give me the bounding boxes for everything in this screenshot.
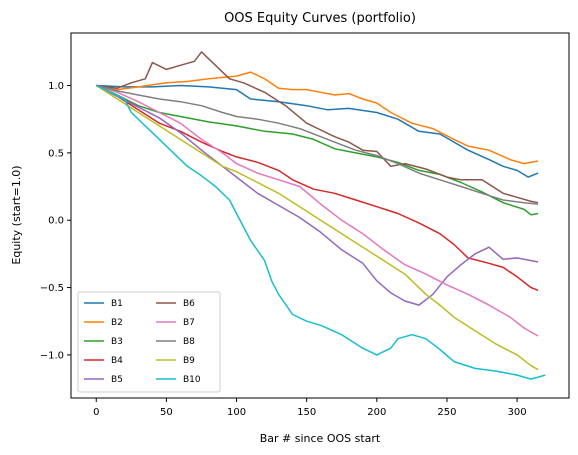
series-line-b2	[96, 71, 539, 165]
x-tick-label: 100	[227, 407, 246, 418]
legend-label-b2: B2	[111, 318, 123, 328]
series-line-b3	[95, 84, 539, 216]
legend-box	[77, 291, 221, 393]
plot-lines	[95, 51, 546, 380]
legend-label-b1: B1	[111, 299, 123, 309]
series-line-b9	[95, 84, 539, 371]
legend-label-b8: B8	[183, 337, 195, 347]
series-line-b7	[96, 84, 539, 337]
legend-label-b7: B7	[183, 318, 195, 328]
series-line-b1	[96, 84, 539, 178]
x-tick-label: 250	[437, 407, 456, 418]
x-tick-label: 50	[160, 407, 173, 418]
y-axis-label: Equity (start=1.0)	[10, 165, 23, 264]
series-line-b4	[95, 84, 539, 291]
y-tick-label: −0.5	[40, 283, 64, 294]
legend-label-b6: B6	[183, 299, 195, 309]
y-tick-label: 1.0	[48, 81, 64, 92]
legend-label-b10: B10	[183, 375, 201, 385]
series-line-b8	[96, 84, 539, 205]
y-axis-ticks: 1.0 0.5 0.0 −0.5 −1.0	[40, 81, 71, 361]
y-tick-label: 0.5	[48, 148, 64, 159]
x-tick-label: 0	[93, 407, 99, 418]
series-line-b10	[95, 84, 546, 380]
legend: B1 B2 B3 B4 B5 B6 B7 B8 B9 B10	[77, 291, 221, 393]
legend-label-b5: B5	[111, 375, 123, 385]
x-axis-label: Bar # since OOS start	[260, 432, 381, 445]
plot-frame	[70, 32, 570, 399]
legend-label-b9: B9	[183, 356, 195, 366]
x-tick-label: 300	[508, 407, 527, 418]
x-tick-label: 150	[297, 407, 316, 418]
legend-label-b4: B4	[111, 356, 123, 366]
chart-title: OOS Equity Curves (portfolio)	[224, 11, 416, 26]
series-line-b6	[96, 51, 539, 204]
x-axis-ticks: 0 50 100 150 200 250 300	[93, 398, 527, 418]
x-tick-label: 200	[367, 407, 386, 418]
y-tick-label: −1.0	[40, 350, 64, 361]
legend-label-b3: B3	[111, 337, 123, 347]
y-tick-label: 0.0	[48, 216, 64, 227]
series-line-b5	[95, 84, 539, 306]
